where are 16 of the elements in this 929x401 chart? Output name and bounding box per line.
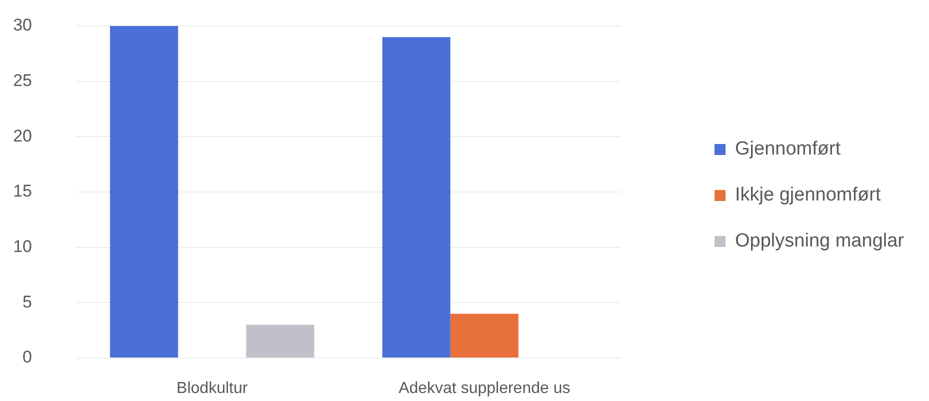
bar [110,26,178,358]
bar [246,324,314,358]
x-tick-label: Adekvat supplerende us [398,380,570,398]
legend-label: Gjennomført [735,138,842,160]
bar [450,314,518,358]
legend-label: Opplysning manglar [735,230,905,252]
y-tick-label: 10 [13,237,32,256]
y-tick-label: 25 [13,71,32,90]
y-tick-label: 5 [22,292,32,312]
y-tick-label: 0 [22,348,32,367]
y-tick-label: 20 [13,126,32,146]
x-tick-label: Blodkultur [176,380,248,398]
bar [382,37,450,358]
legend-label: Ikkje gjennomført [735,184,882,206]
y-tick-label: 15 [13,182,32,201]
y-tick-label: 30 [13,16,32,35]
